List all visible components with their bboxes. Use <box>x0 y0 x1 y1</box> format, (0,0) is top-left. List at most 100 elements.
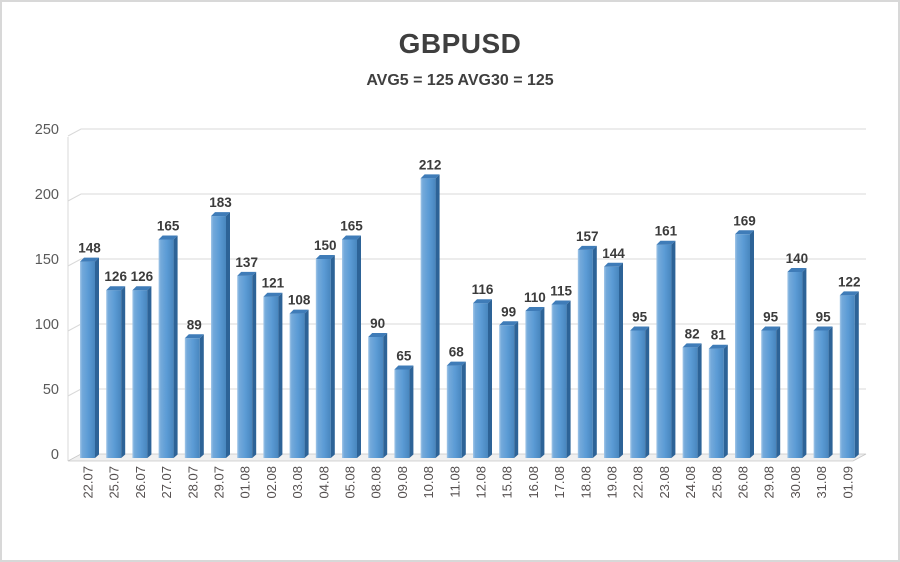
chart-title: GBPUSD <box>398 28 522 59</box>
bar-side-face <box>671 240 676 458</box>
value-label-29.08: 95 <box>763 310 779 325</box>
x-tick-label-30.08: 30.08 <box>788 466 803 499</box>
x-tick-label-29.07: 29.07 <box>212 466 227 499</box>
bar-group-29.07 <box>211 212 230 458</box>
x-tick-label-19.08: 19.08 <box>605 466 620 499</box>
x-tick-label-18.08: 18.08 <box>578 466 593 499</box>
bar-group-02.08 <box>263 292 283 458</box>
x-tick-label-04.08: 04.08 <box>316 466 331 499</box>
bar-side-face <box>357 235 361 458</box>
bar-top-face <box>420 174 440 179</box>
bar-face <box>735 234 750 458</box>
bar-face <box>499 325 515 458</box>
x-tick-label-01.09: 01.09 <box>840 466 855 499</box>
value-label-24.08: 82 <box>685 326 700 341</box>
bar-face <box>420 178 436 458</box>
bar-side-face <box>147 286 152 458</box>
bar-top-face <box>787 268 807 272</box>
bar-face <box>368 337 384 458</box>
x-tick-label-08.08: 08.08 <box>369 466 384 499</box>
bar-side-face <box>173 235 178 458</box>
bar-side-face <box>592 245 597 458</box>
bar-top-face <box>656 240 676 245</box>
bar-group-30.08 <box>787 268 807 458</box>
bar-side-face <box>802 268 807 458</box>
x-tick-label-25.08: 25.08 <box>709 466 724 499</box>
bar-group-19.08 <box>604 262 623 458</box>
bar-side-face <box>776 326 781 458</box>
value-label-01.09: 122 <box>838 274 861 289</box>
x-tick-label-09.08: 09.08 <box>395 466 410 499</box>
bar-group-22.08 <box>630 326 650 458</box>
bar-top-face <box>761 326 781 331</box>
value-label-03.08: 108 <box>288 293 311 308</box>
bar-top-face <box>263 292 283 297</box>
bar-side-face <box>252 271 257 458</box>
value-label-30.08: 140 <box>786 251 809 266</box>
bar-side-face <box>697 343 702 458</box>
bar-side-face <box>383 333 388 458</box>
bar-group-16.08 <box>525 307 545 458</box>
x-tick-label-02.08: 02.08 <box>264 466 279 499</box>
bar-face <box>525 311 541 458</box>
x-tick-label-26.07: 26.07 <box>133 466 148 499</box>
value-label-15.08: 99 <box>501 304 516 319</box>
bar-face <box>80 261 95 458</box>
bar-top-face <box>158 235 178 240</box>
bar-top-face <box>839 291 859 296</box>
bar-face <box>813 330 829 458</box>
bar-group-18.08 <box>577 245 597 458</box>
value-label-08.08: 90 <box>370 316 385 331</box>
bar-group-22.07 <box>80 257 99 458</box>
x-tick-label-16.08: 16.08 <box>526 466 541 499</box>
bar-face <box>106 290 122 458</box>
bar-face <box>289 313 305 458</box>
value-label-22.07: 148 <box>78 241 101 256</box>
x-tick-label-17.08: 17.08 <box>552 466 567 499</box>
bar-group-01.08 <box>237 271 257 458</box>
value-label-16.08: 110 <box>524 290 546 305</box>
bar-top-face <box>446 361 466 366</box>
bar-side-face <box>278 292 283 458</box>
value-label-29.07: 183 <box>209 195 232 210</box>
bar-side-face <box>828 326 833 458</box>
bar-side-face <box>330 255 335 458</box>
x-tick-label-22.07: 22.07 <box>81 466 96 499</box>
x-tick-label-25.07: 25.07 <box>107 466 122 499</box>
bar-side-face <box>619 262 623 458</box>
bar-group-29.08 <box>761 326 781 458</box>
gridline-y-200 <box>67 193 866 202</box>
y-tick-label-250: 250 <box>35 122 59 138</box>
bar-face <box>761 330 777 458</box>
bar-face <box>184 338 200 458</box>
value-label-22.08: 95 <box>632 310 648 325</box>
value-label-02.08: 121 <box>262 276 285 291</box>
bar-top-face <box>551 300 571 305</box>
x-tick-label-03.08: 03.08 <box>290 466 305 499</box>
x-tick-label-12.08: 12.08 <box>474 466 489 499</box>
bar-group-12.08 <box>473 299 492 458</box>
bar-top-face <box>368 333 388 337</box>
x-tick-label-24.08: 24.08 <box>683 466 698 499</box>
bar-face <box>604 266 619 458</box>
bar-face <box>787 272 803 458</box>
bar-side-face <box>540 307 545 458</box>
bar-top-face <box>237 271 257 276</box>
value-label-11.08: 68 <box>449 345 465 360</box>
x-tick-label-28.07: 28.07 <box>185 466 200 499</box>
value-label-04.08: 150 <box>314 238 337 253</box>
bar-face <box>708 348 724 458</box>
x-tick-label-26.08: 26.08 <box>736 466 751 499</box>
bar-top-face <box>184 334 204 339</box>
bar-top-face <box>473 299 492 304</box>
bar-top-face <box>735 230 754 235</box>
bar-top-face <box>604 262 623 267</box>
bar-face <box>211 216 226 458</box>
y-tick-label-50: 50 <box>43 382 59 398</box>
bar-side-face <box>645 326 650 458</box>
bar-face <box>158 239 174 458</box>
bar-top-face <box>525 307 545 311</box>
bar-group-15.08 <box>499 321 519 458</box>
bar-face <box>630 330 646 458</box>
bar-group-09.08 <box>394 365 414 458</box>
